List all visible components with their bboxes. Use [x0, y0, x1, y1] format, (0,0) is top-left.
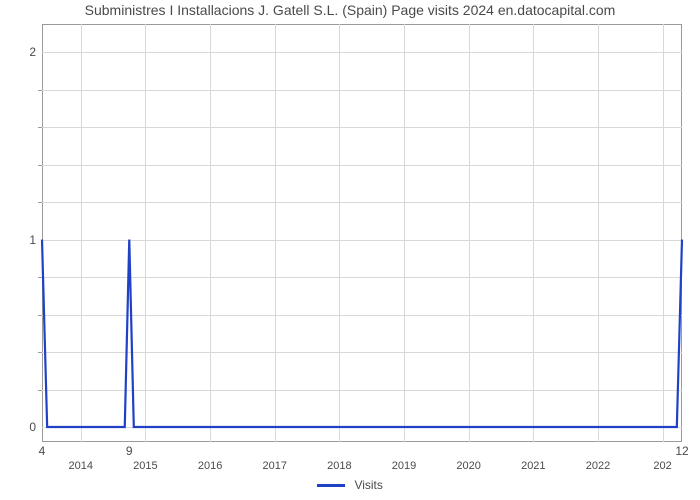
x-axis-year-label: 2021: [521, 460, 545, 472]
x-baseline-mark: 12: [675, 444, 688, 458]
x-axis-year-label: 2019: [392, 460, 416, 472]
x-axis-year-label: 2022: [586, 460, 610, 472]
y-axis-label: 2: [0, 45, 36, 59]
x-axis-year-label: 2018: [327, 460, 351, 472]
legend-swatch: [317, 484, 345, 487]
chart-title: Subministres I Installacions J. Gatell S…: [0, 2, 700, 18]
x-axis-year-label: 2014: [69, 460, 93, 472]
legend-label: Visits: [354, 478, 382, 492]
y-axis-label: 0: [0, 420, 36, 434]
x-baseline-mark: 9: [126, 444, 133, 458]
series-line: [42, 24, 682, 442]
x-axis-year-label: 2015: [133, 460, 157, 472]
legend: Visits: [0, 478, 700, 492]
x-baseline-mark: 4: [39, 444, 46, 458]
y-axis-label: 1: [0, 233, 36, 247]
x-axis-year-label: 2020: [456, 460, 480, 472]
plot-area: [42, 24, 682, 442]
x-axis-year-label: 202: [653, 460, 671, 472]
x-axis-year-label: 2017: [262, 460, 286, 472]
x-axis-year-label: 2016: [198, 460, 222, 472]
